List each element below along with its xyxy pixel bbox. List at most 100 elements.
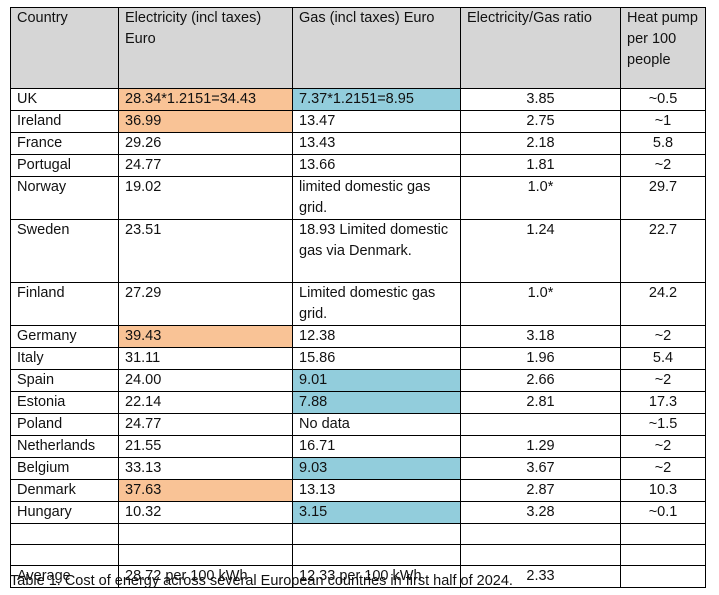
country-cell: Finland	[10, 282, 119, 326]
header-gas: Gas (incl taxes) Euro	[292, 7, 461, 89]
ratio-cell: 2.81	[460, 391, 621, 414]
country-cell: Poland	[10, 413, 119, 436]
gas-cell: 9.01	[292, 369, 461, 392]
gas-cell	[292, 544, 461, 566]
gas-cell: 16.71	[292, 435, 461, 458]
heat-pump-cell: ~2	[620, 435, 706, 458]
table-row: Germany 39.43 12.38 3.18 ~2	[10, 325, 706, 348]
ratio-cell: 2.33	[460, 565, 621, 588]
electricity-cell: 10.32	[118, 501, 293, 524]
heat-pump-cell: 5.4	[620, 347, 706, 370]
country-cell: Italy	[10, 347, 119, 370]
electricity-cell: 29.26	[118, 132, 293, 155]
ratio-cell	[460, 413, 621, 436]
heat-pump-cell: ~2	[620, 457, 706, 480]
table-row: Sweden 23.51 18.93 Limited domestic gas …	[10, 219, 706, 283]
gas-cell: 9.03	[292, 457, 461, 480]
table-row: Netherlands 21.55 16.71 1.29 ~2	[10, 435, 706, 458]
header-electricity: Electricity (incl taxes) Euro	[118, 7, 293, 89]
heat-pump-cell: ~2	[620, 325, 706, 348]
table-row-empty	[10, 523, 706, 545]
header-row: Country Electricity (incl taxes) Euro Ga…	[10, 7, 706, 89]
gas-cell: 13.13	[292, 479, 461, 502]
gas-cell: limited domestic gas grid.	[292, 176, 461, 220]
ratio-cell: 3.18	[460, 325, 621, 348]
table-row: Denmark 37.63 13.13 2.87 10.3	[10, 479, 706, 502]
heat-pump-cell: 10.3	[620, 479, 706, 502]
country-cell: Portugal	[10, 154, 119, 177]
heat-pump-cell	[620, 565, 706, 588]
ratio-cell: 1.29	[460, 435, 621, 458]
gas-cell: No data	[292, 413, 461, 436]
ratio-cell: 3.28	[460, 501, 621, 524]
ratio-cell: 2.87	[460, 479, 621, 502]
gas-cell: 13.47	[292, 110, 461, 133]
country-cell: Sweden	[10, 219, 119, 283]
heat-pump-cell: 29.7	[620, 176, 706, 220]
heat-pump-cell: 5.8	[620, 132, 706, 155]
table-row: Portugal 24.77 13.66 1.81 ~2	[10, 154, 706, 177]
table-row: Norway 19.02 limited domestic gas grid. …	[10, 176, 706, 220]
country-cell: Denmark	[10, 479, 119, 502]
heat-pump-cell: ~2	[620, 154, 706, 177]
table-row-empty	[10, 544, 706, 566]
gas-cell: 3.15	[292, 501, 461, 524]
ratio-cell	[460, 523, 621, 545]
electricity-cell: 24.77	[118, 413, 293, 436]
table-row: Hungary 10.32 3.15 3.28 ~0.1	[10, 501, 706, 524]
table-row: Spain 24.00 9.01 2.66 ~2	[10, 369, 706, 392]
country-cell: Ireland	[10, 110, 119, 133]
ratio-cell: 1.24	[460, 219, 621, 283]
country-cell: Norway	[10, 176, 119, 220]
header-ratio: Electricity/Gas ratio	[460, 7, 621, 89]
ratio-cell: 2.75	[460, 110, 621, 133]
table-row: Poland 24.77 No data ~1.5	[10, 413, 706, 436]
country-cell: Spain	[10, 369, 119, 392]
electricity-cell: 33.13	[118, 457, 293, 480]
country-cell: Netherlands	[10, 435, 119, 458]
gas-cell: 15.86	[292, 347, 461, 370]
country-cell: Belgium	[10, 457, 119, 480]
country-cell	[10, 544, 119, 566]
country-cell: Estonia	[10, 391, 119, 414]
average-row: Average 28.72 per 100 kWh 12.33 per 100 …	[10, 565, 706, 588]
table-row: Estonia 22.14 7.88 2.81 17.3	[10, 391, 706, 414]
electricity-cell: 23.51	[118, 219, 293, 283]
electricity-cell: 28.34*1.2151=34.43	[118, 88, 293, 111]
gas-cell: 13.43	[292, 132, 461, 155]
table-row: Finland 27.29 Limited domestic gas grid.…	[10, 282, 706, 326]
ratio-cell: 1.0*	[460, 282, 621, 326]
ratio-cell: 2.18	[460, 132, 621, 155]
electricity-cell: 24.00	[118, 369, 293, 392]
heat-pump-cell: ~2	[620, 369, 706, 392]
gas-cell: Limited domestic gas grid.	[292, 282, 461, 326]
heat-pump-cell: ~0.1	[620, 501, 706, 524]
gas-cell: 12.38	[292, 325, 461, 348]
ratio-cell	[460, 544, 621, 566]
table-row: France 29.26 13.43 2.18 5.8	[10, 132, 706, 155]
electricity-cell: 31.11	[118, 347, 293, 370]
gas-cell: 12.33 per 100 kWh	[292, 565, 461, 588]
electricity-cell	[118, 523, 293, 545]
country-cell: Average	[10, 565, 119, 588]
ratio-cell: 3.67	[460, 457, 621, 480]
heat-pump-cell: ~1	[620, 110, 706, 133]
ratio-cell: 1.81	[460, 154, 621, 177]
ratio-cell: 1.0*	[460, 176, 621, 220]
heat-pump-cell: 24.2	[620, 282, 706, 326]
table-row: Belgium 33.13 9.03 3.67 ~2	[10, 457, 706, 480]
gas-cell: 7.88	[292, 391, 461, 414]
country-cell: UK	[10, 88, 119, 111]
heat-pump-cell: ~0.5	[620, 88, 706, 111]
electricity-cell: 36.99	[118, 110, 293, 133]
table-row: UK 28.34*1.2151=34.43 7.37*1.2151=8.95 3…	[10, 88, 706, 111]
ratio-cell: 3.85	[460, 88, 621, 111]
country-cell	[10, 523, 119, 545]
table-row: Italy 31.11 15.86 1.96 5.4	[10, 347, 706, 370]
header-heat-pump: Heat pump per 100 people	[620, 7, 706, 89]
gas-cell: 7.37*1.2151=8.95	[292, 88, 461, 111]
table-caption: Table 1. Cost of energy across several E…	[10, 573, 513, 589]
ratio-cell: 2.66	[460, 369, 621, 392]
country-cell: Germany	[10, 325, 119, 348]
heat-pump-cell: 22.7	[620, 219, 706, 283]
